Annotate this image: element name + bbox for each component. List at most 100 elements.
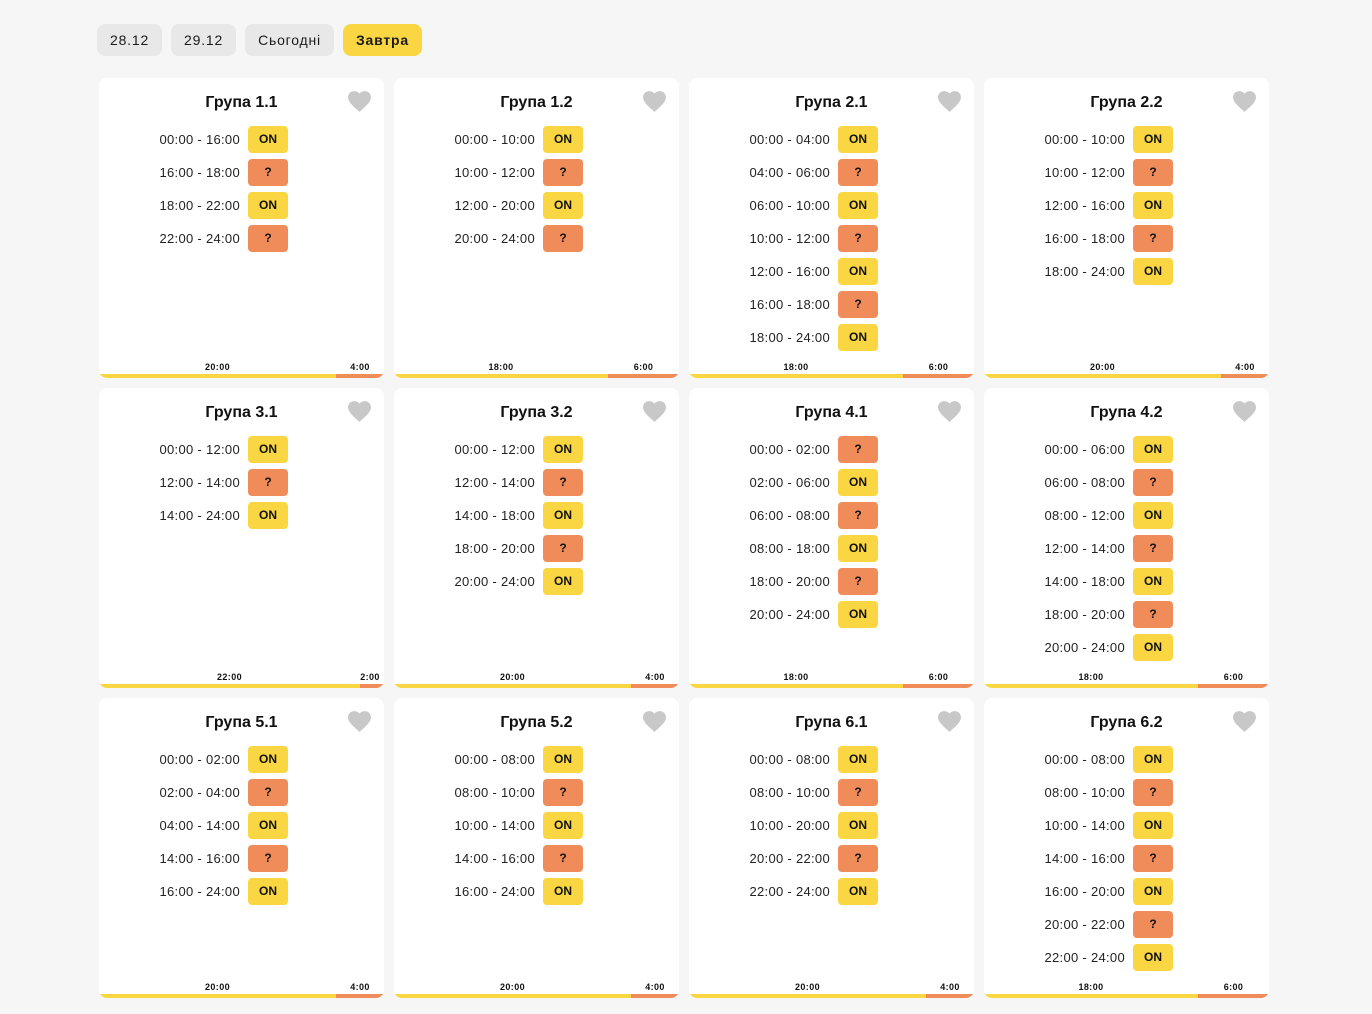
slot-time: 00:00 - 10:00	[1044, 132, 1125, 147]
status-on-badge: ON	[248, 878, 288, 905]
status-on-badge: ON	[1133, 634, 1173, 661]
slot-row: 00:00 - 10:00 ON	[984, 123, 1269, 156]
slot-time: 20:00 - 24:00	[454, 574, 535, 589]
status-unknown-badge: ?	[838, 225, 878, 252]
slot-time: 00:00 - 06:00	[1044, 442, 1125, 457]
slot-row: 18:00 - 20:00?	[689, 565, 974, 598]
status-on-badge: ON	[248, 126, 288, 153]
off-total-label: 4:00	[645, 982, 665, 992]
heart-icon[interactable]	[937, 90, 962, 112]
slot-row: 08:00 - 10:00?	[984, 776, 1269, 809]
heart-icon[interactable]	[347, 710, 372, 732]
group-title: Група 4.1	[795, 404, 868, 421]
slot-list: 00:00 - 08:00 ON 08:00 - 10:00? 10:00 - 14:…	[984, 743, 1269, 974]
slot-list: 00:00 - 12:00 ON 12:00 - 14:00? 14:00 - 24:…	[99, 433, 384, 532]
slot-time: 00:00 - 08:00	[1044, 752, 1125, 767]
off-segment	[903, 374, 974, 378]
on-total-label: 18:00	[783, 672, 809, 682]
slot-time: 00:00 - 16:00	[159, 132, 240, 147]
slot-row: 12:00 - 14:00?	[394, 466, 679, 499]
progress-bar	[689, 684, 974, 688]
tab-date-3[interactable]: Завтра	[342, 24, 422, 56]
status-unknown-badge: ?	[543, 469, 583, 496]
heart-icon[interactable]	[1232, 90, 1257, 112]
tab-date-0[interactable]: 28.12	[97, 24, 163, 56]
heart-icon[interactable]	[642, 400, 667, 422]
status-on-badge: ON	[248, 502, 288, 529]
summary-bar: 18:00 6:00	[689, 356, 974, 378]
status-on-badge: ON	[838, 324, 878, 351]
on-segment	[99, 994, 336, 998]
date-tabs: 28.12 29.12 Сьогодні Завтра	[97, 24, 422, 56]
slot-time: 02:00 - 06:00	[749, 475, 830, 490]
slot-row: 16:00 - 18:00?	[984, 222, 1269, 255]
slot-row: 06:00 - 10:00 ON	[689, 189, 974, 222]
off-segment	[336, 994, 384, 998]
groups-grid: Група 1.1 00:00 - 16:00 ON 16:00 - 18:00? 18…	[99, 78, 1269, 998]
slot-row: 02:00 - 06:00 ON	[689, 466, 974, 499]
status-on-badge: ON	[838, 258, 878, 285]
on-total-label: 20:00	[204, 362, 231, 372]
group-card: Група 4.2 00:00 - 06:00 ON 06:00 - 08:00? 08…	[984, 388, 1269, 688]
slot-time: 20:00 - 24:00	[749, 607, 830, 622]
off-segment	[631, 994, 679, 998]
progress-bar	[394, 684, 679, 688]
status-on-badge: ON	[838, 812, 878, 839]
slot-row: 14:00 - 18:00 ON	[984, 565, 1269, 598]
slot-time: 20:00 - 22:00	[1044, 917, 1125, 932]
status-on-badge: ON	[543, 568, 583, 595]
status-unknown-badge: ?	[248, 779, 288, 806]
status-on-badge: ON	[838, 746, 878, 773]
heart-icon[interactable]	[937, 710, 962, 732]
status-on-badge: ON	[1133, 436, 1173, 463]
progress-bar	[394, 374, 679, 378]
on-segment	[984, 684, 1198, 688]
slot-row: 00:00 - 02:00 ON	[99, 743, 384, 776]
slot-row: 16:00 - 18:00?	[689, 288, 974, 321]
slot-list: 00:00 - 02:00 ON 02:00 - 04:00? 04:00 - 14:…	[99, 743, 384, 908]
slot-row: 14:00 - 24:00 ON	[99, 499, 384, 532]
group-title: Група 5.1	[205, 714, 278, 731]
slot-row: 10:00 - 20:00 ON	[689, 809, 974, 842]
slot-time: 16:00 - 24:00	[454, 884, 535, 899]
slot-row: 14:00 - 16:00?	[984, 842, 1269, 875]
slot-row: 12:00 - 16:00 ON	[984, 189, 1269, 222]
heart-icon[interactable]	[1232, 710, 1257, 732]
status-unknown-badge: ?	[248, 845, 288, 872]
summary-bar: 18:00 6:00	[394, 356, 679, 378]
heart-icon[interactable]	[347, 400, 372, 422]
slot-row: 16:00 - 24:00 ON	[99, 875, 384, 908]
status-on-badge: ON	[543, 812, 583, 839]
slot-time: 04:00 - 06:00	[749, 165, 830, 180]
heart-icon[interactable]	[642, 710, 667, 732]
status-unknown-badge: ?	[248, 225, 288, 252]
progress-bar	[984, 374, 1269, 378]
heart-icon[interactable]	[937, 400, 962, 422]
progress-bar	[99, 374, 384, 378]
progress-bar	[984, 994, 1269, 998]
off-total-label: 4:00	[645, 672, 665, 682]
slot-row: 16:00 - 18:00?	[99, 156, 384, 189]
tab-date-2[interactable]: Сьогодні	[245, 24, 334, 56]
status-unknown-badge: ?	[1133, 469, 1173, 496]
slot-row: 08:00 - 10:00?	[394, 776, 679, 809]
slot-row: 20:00 - 22:00?	[689, 842, 974, 875]
group-card: Група 4.1 00:00 - 02:00? 02:00 - 06:00 ON 06…	[689, 388, 974, 688]
slot-row: 08:00 - 10:00?	[689, 776, 974, 809]
status-on-badge: ON	[543, 746, 583, 773]
tab-date-1[interactable]: 29.12	[171, 24, 237, 56]
heart-icon[interactable]	[347, 90, 372, 112]
slot-row: 00:00 - 12:00 ON	[394, 433, 679, 466]
progress-bar	[689, 374, 974, 378]
on-segment	[984, 374, 1221, 378]
heart-icon[interactable]	[642, 90, 667, 112]
group-card: Група 2.1 00:00 - 04:00 ON 04:00 - 06:00? 06…	[689, 78, 974, 378]
group-card: Група 1.2 00:00 - 10:00 ON 10:00 - 12:00? 12…	[394, 78, 679, 378]
status-on-badge: ON	[1133, 878, 1173, 905]
slot-row: 10:00 - 12:00?	[689, 222, 974, 255]
status-on-badge: ON	[1133, 126, 1173, 153]
slot-row: 18:00 - 22:00 ON	[99, 189, 384, 222]
status-on-badge: ON	[838, 601, 878, 628]
slot-time: 08:00 - 12:00	[1044, 508, 1125, 523]
heart-icon[interactable]	[1232, 400, 1257, 422]
